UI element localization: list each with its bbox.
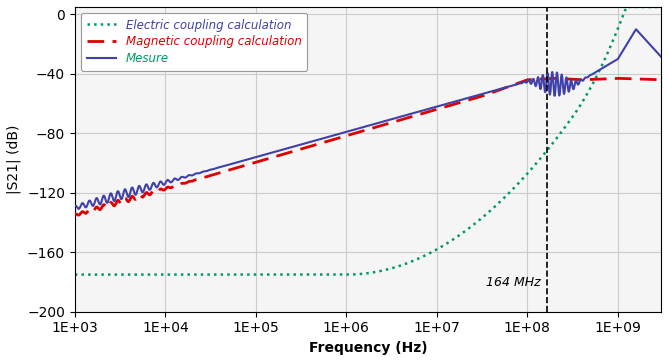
Magnetic coupling calculation	[138, 195, 146, 199]
Electric coupling calculation	[622, 5, 630, 9]
Mesure	[322, 135, 330, 140]
Electric coupling calculation	[648, 5, 656, 9]
Y-axis label: |S21| (dB): |S21| (dB)	[7, 125, 21, 194]
Legend: Electric coupling calculation, Magnetic coupling calculation, Mesure: Electric coupling calculation, Magnetic …	[81, 13, 307, 71]
Mesure	[297, 143, 305, 147]
Electric coupling calculation	[71, 273, 79, 277]
Electric coupling calculation	[173, 273, 181, 277]
Mesure	[138, 190, 146, 194]
Mesure	[659, 57, 667, 61]
Text: 164 MHz: 164 MHz	[486, 277, 540, 290]
Electric coupling calculation	[659, 5, 667, 9]
Magnetic coupling calculation	[74, 213, 82, 217]
Electric coupling calculation	[584, 90, 593, 94]
Line: Electric coupling calculation: Electric coupling calculation	[75, 7, 663, 275]
Magnetic coupling calculation	[648, 77, 656, 81]
X-axis label: Frequency (Hz): Frequency (Hz)	[309, 341, 428, 355]
Magnetic coupling calculation	[173, 184, 181, 188]
Magnetic coupling calculation	[71, 212, 79, 216]
Mesure	[584, 75, 593, 79]
Line: Magnetic coupling calculation: Magnetic coupling calculation	[75, 78, 663, 215]
Electric coupling calculation	[322, 273, 330, 277]
Magnetic coupling calculation	[659, 77, 667, 82]
Mesure	[632, 27, 640, 31]
Mesure	[648, 45, 656, 49]
Magnetic coupling calculation	[584, 77, 593, 82]
Magnetic coupling calculation	[297, 147, 305, 151]
Magnetic coupling calculation	[614, 76, 622, 80]
Mesure	[173, 177, 181, 182]
Electric coupling calculation	[297, 273, 305, 277]
Mesure	[75, 207, 83, 211]
Line: Mesure: Mesure	[75, 29, 663, 209]
Electric coupling calculation	[138, 273, 146, 277]
Magnetic coupling calculation	[322, 140, 330, 144]
Mesure	[71, 204, 79, 208]
